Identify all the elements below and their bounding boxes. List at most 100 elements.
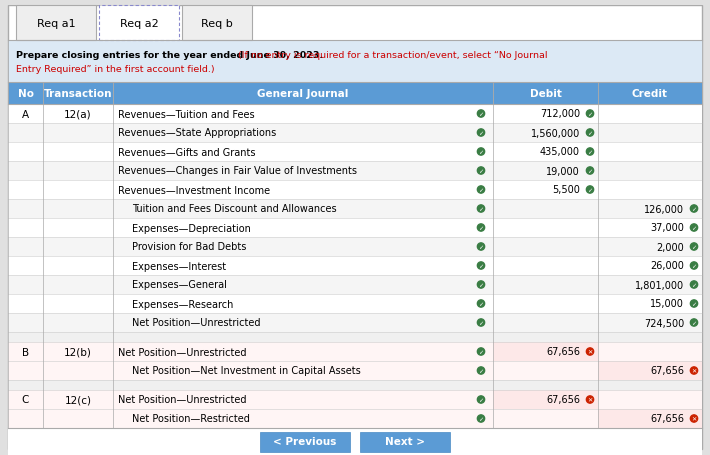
Text: ✓: ✓ xyxy=(587,150,593,155)
Text: ✓: ✓ xyxy=(479,416,484,421)
Text: ✓: ✓ xyxy=(479,397,484,402)
Text: 12(c): 12(c) xyxy=(65,394,92,404)
Bar xyxy=(8,238,702,257)
Circle shape xyxy=(477,319,485,326)
Text: ✓: ✓ xyxy=(692,301,697,306)
Bar xyxy=(8,361,702,380)
Circle shape xyxy=(690,224,698,232)
Text: ✓: ✓ xyxy=(479,150,484,155)
Text: 435,000: 435,000 xyxy=(540,147,580,157)
Bar xyxy=(8,257,702,275)
Text: ✓: ✓ xyxy=(587,169,593,174)
Circle shape xyxy=(690,262,698,269)
Text: Expenses—Research: Expenses—Research xyxy=(132,299,234,309)
Text: Next >: Next > xyxy=(385,436,425,446)
Text: Transaction: Transaction xyxy=(44,89,112,99)
Circle shape xyxy=(586,187,594,194)
Bar xyxy=(260,431,350,451)
Text: C: C xyxy=(22,394,29,404)
Circle shape xyxy=(477,187,485,194)
Text: ✓: ✓ xyxy=(692,207,697,212)
Text: < Previous: < Previous xyxy=(273,436,337,446)
Bar xyxy=(8,218,702,238)
Text: ✓: ✓ xyxy=(479,368,484,373)
Bar xyxy=(360,431,450,451)
Text: ✓: ✓ xyxy=(479,320,484,325)
Text: ✓: ✓ xyxy=(479,301,484,306)
Text: 5,500: 5,500 xyxy=(552,185,580,195)
Text: ✕: ✕ xyxy=(692,368,697,373)
Bar xyxy=(8,275,702,294)
Text: B: B xyxy=(22,347,29,357)
Bar xyxy=(598,409,702,428)
Text: 12(b): 12(b) xyxy=(64,347,92,357)
Text: Net Position—Restricted: Net Position—Restricted xyxy=(132,414,250,424)
Circle shape xyxy=(586,348,594,355)
Circle shape xyxy=(586,396,594,403)
Text: 19,000: 19,000 xyxy=(546,166,580,176)
Text: 67,656: 67,656 xyxy=(546,347,580,357)
Circle shape xyxy=(690,415,698,422)
Text: (If no entry is required for a transaction/event, select “No Journal: (If no entry is required for a transacti… xyxy=(236,51,548,59)
Bar xyxy=(8,105,702,124)
Circle shape xyxy=(477,262,485,269)
Circle shape xyxy=(477,205,485,212)
Circle shape xyxy=(477,111,485,118)
Bar xyxy=(8,342,702,361)
Bar xyxy=(598,361,702,380)
Circle shape xyxy=(477,167,485,175)
Circle shape xyxy=(690,243,698,251)
Bar xyxy=(8,181,702,200)
Circle shape xyxy=(477,415,485,422)
Text: Req a2: Req a2 xyxy=(119,19,158,29)
Bar xyxy=(8,162,702,181)
Text: Tuition and Fees Discount and Allowances: Tuition and Fees Discount and Allowances xyxy=(132,204,337,214)
Text: ✓: ✓ xyxy=(479,263,484,268)
Text: ✓: ✓ xyxy=(692,226,697,231)
Circle shape xyxy=(586,148,594,156)
Text: 67,656: 67,656 xyxy=(546,394,580,404)
Text: Req a1: Req a1 xyxy=(37,19,75,29)
Text: ✓: ✓ xyxy=(479,187,484,192)
Text: Net Position—Unrestricted: Net Position—Unrestricted xyxy=(132,318,261,328)
Text: Revenues—Gifts and Grants: Revenues—Gifts and Grants xyxy=(118,147,256,157)
Text: ✓: ✓ xyxy=(479,169,484,174)
Text: Expenses—General: Expenses—General xyxy=(132,280,227,290)
Text: Expenses—Interest: Expenses—Interest xyxy=(132,261,226,271)
Text: ✓: ✓ xyxy=(587,112,593,117)
Circle shape xyxy=(586,130,594,137)
Bar xyxy=(8,83,702,105)
Text: Revenues—Tuition and Fees: Revenues—Tuition and Fees xyxy=(118,109,255,119)
Circle shape xyxy=(477,348,485,355)
Text: No: No xyxy=(18,89,33,99)
Text: Entry Required” in the first account field.): Entry Required” in the first account fie… xyxy=(16,64,214,73)
Circle shape xyxy=(690,205,698,212)
Text: Debit: Debit xyxy=(530,89,562,99)
Text: 67,656: 67,656 xyxy=(650,414,684,424)
Circle shape xyxy=(477,148,485,156)
Bar xyxy=(99,6,179,41)
Text: 67,656: 67,656 xyxy=(650,366,684,376)
Bar xyxy=(0,0,710,6)
Text: 12(a): 12(a) xyxy=(64,109,92,119)
Text: ✓: ✓ xyxy=(479,226,484,231)
Text: 1,560,000: 1,560,000 xyxy=(531,128,580,138)
Circle shape xyxy=(477,243,485,251)
Circle shape xyxy=(477,281,485,288)
Circle shape xyxy=(690,319,698,326)
Text: Credit: Credit xyxy=(632,89,668,99)
Circle shape xyxy=(586,167,594,175)
Text: Net Position—Unrestricted: Net Position—Unrestricted xyxy=(118,394,246,404)
Text: ✓: ✓ xyxy=(587,131,593,136)
Text: 724,500: 724,500 xyxy=(644,318,684,328)
Text: ✓: ✓ xyxy=(587,187,593,192)
Text: ✓: ✓ xyxy=(692,320,697,325)
Bar xyxy=(8,143,702,162)
Text: Revenues—Investment Income: Revenues—Investment Income xyxy=(118,185,270,195)
Bar xyxy=(8,200,702,218)
Text: ✓: ✓ xyxy=(479,244,484,249)
Text: ✕: ✕ xyxy=(587,349,593,354)
Text: ✓: ✓ xyxy=(692,244,697,249)
Circle shape xyxy=(586,111,594,118)
Text: General Journal: General Journal xyxy=(257,89,349,99)
